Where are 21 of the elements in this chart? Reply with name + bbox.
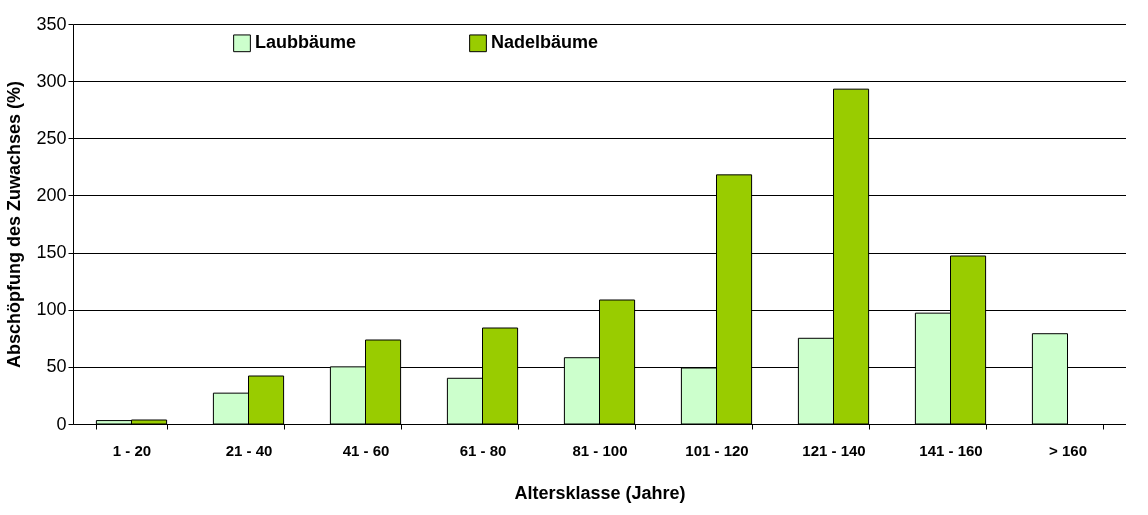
y-tick-label: 300: [36, 70, 67, 91]
y-tick-label: 100: [36, 299, 67, 320]
y-tick-label: 50: [46, 356, 67, 377]
x-tick-label: 21 - 40: [225, 441, 273, 459]
y-tick-label: 150: [36, 242, 67, 263]
x-tick-label: 1 - 20: [112, 441, 152, 459]
y-tick-label: 350: [36, 13, 67, 34]
y-axis-title: Abschöpfung des Zuwachses (%): [4, 80, 25, 369]
x-tick-label: 121 - 140: [802, 441, 866, 459]
x-axis-title: Altersklasse (Jahre): [514, 482, 686, 503]
x-tick-label: 61 - 80: [459, 441, 507, 459]
legend-label: Laubbäume: [255, 32, 357, 53]
y-tick-label: 250: [36, 127, 67, 148]
x-tick-label: > 160: [1049, 441, 1087, 459]
legend-label: Nadelbäume: [491, 32, 599, 53]
x-tick-label: 141 - 160: [919, 441, 983, 459]
y-tick-label: 0: [56, 413, 67, 434]
x-tick-label: 41 - 60: [342, 441, 390, 459]
y-tick-label: 200: [36, 184, 67, 205]
x-tick-label: 81 - 100: [572, 441, 628, 459]
x-tick-label: 101 - 120: [685, 441, 749, 459]
